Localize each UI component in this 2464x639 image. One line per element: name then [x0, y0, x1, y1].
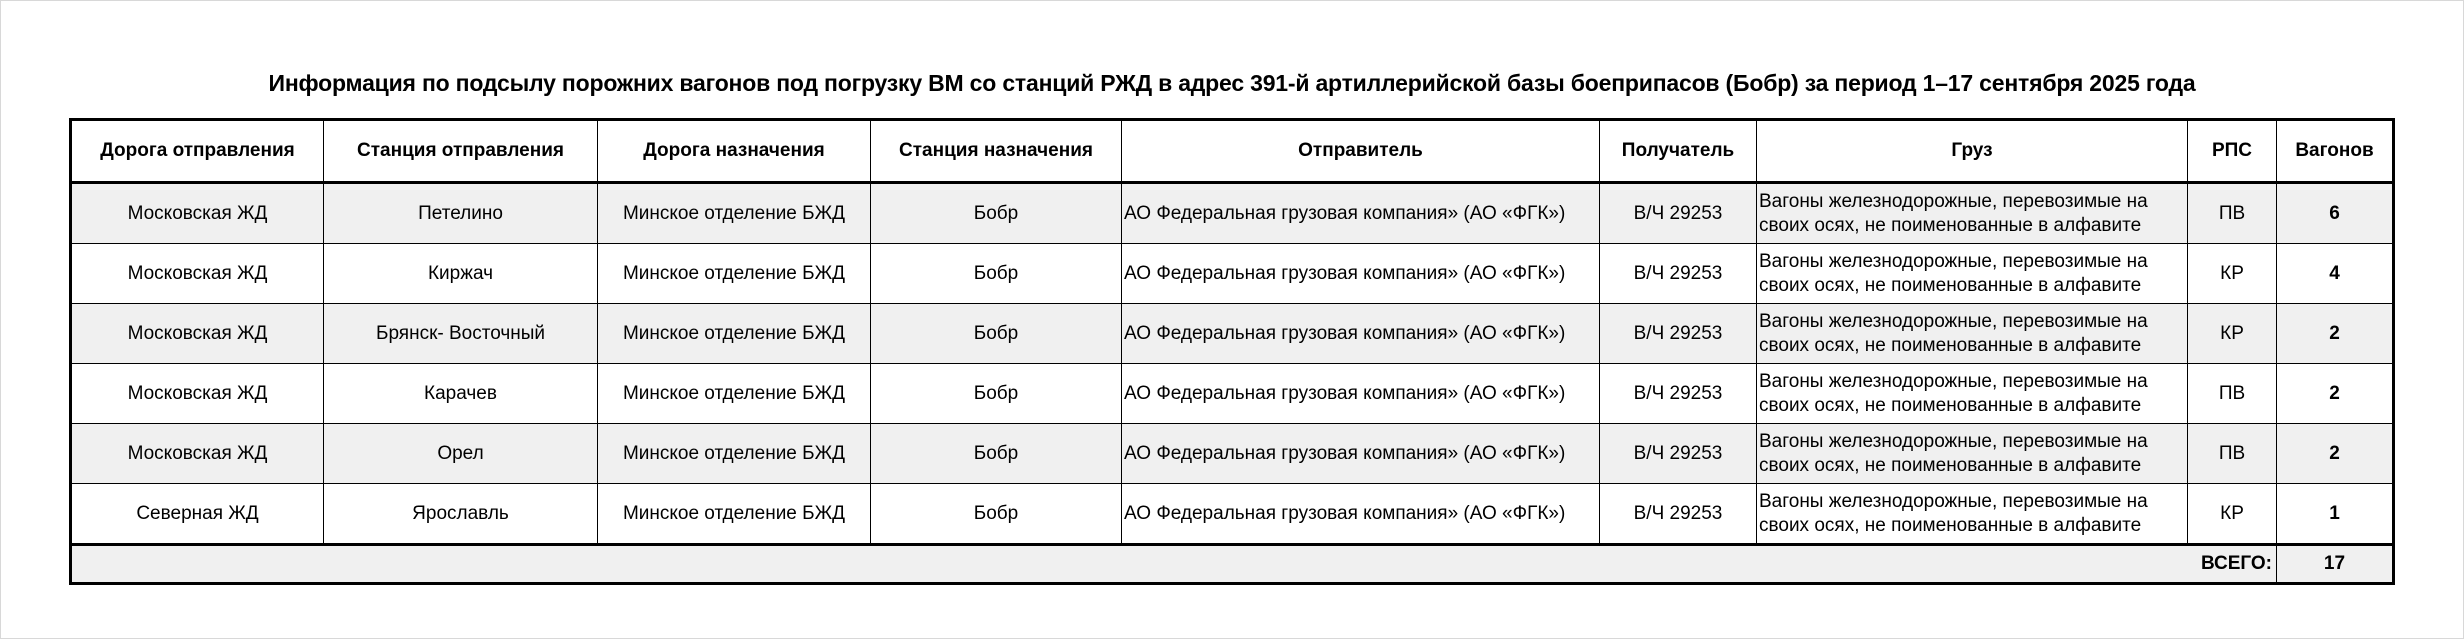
table-row: Московская ЖД Брянск- Восточный Минское от…: [70, 303, 2394, 364]
cell-sender: АО Федеральная грузовая компания» (АО «Ф…: [1121, 182, 1600, 244]
cell-sender: АО Федеральная грузовая компания» (АО «Ф…: [1121, 483, 1600, 545]
cell-wagons: 1: [2276, 483, 2394, 545]
cell-rps: ПВ: [2187, 182, 2277, 244]
cell-cargo: Вагоны железнодорожные, перевозимые на с…: [1756, 243, 2188, 304]
cell-sender: АО Федеральная грузовая компания» (АО «Ф…: [1121, 303, 1600, 364]
cell-recipient: В/Ч 29253: [1599, 243, 1757, 304]
column-header-recipient: Получатель: [1599, 119, 1757, 183]
cell-station-to: Бобр: [870, 483, 1122, 545]
wagons-table: Дорога отправления Станция отправления Дор…: [69, 118, 2395, 585]
cell-station-from: Карачев: [323, 363, 598, 424]
cell-sender: АО Федеральная грузовая компания» (АО «Ф…: [1121, 423, 1600, 484]
cell-station-to: Бобр: [870, 423, 1122, 484]
table-row: Московская ЖД Орел Минское отделение БЖД Бо…: [70, 423, 2394, 484]
cell-rps: КР: [2187, 303, 2277, 364]
cell-station-to: Бобр: [870, 363, 1122, 424]
total-value: 17: [2276, 544, 2394, 584]
cell-rps: ПВ: [2187, 363, 2277, 424]
cell-cargo: Вагоны железнодорожные, перевозимые на с…: [1756, 483, 2188, 545]
cell-recipient: В/Ч 29253: [1599, 363, 1757, 424]
cell-station-to: Бобр: [870, 303, 1122, 364]
column-header-rps: РПС: [2187, 119, 2277, 183]
column-header-station-from: Станция отправления: [323, 119, 598, 183]
cell-cargo: Вагоны железнодорожные, перевозимые на с…: [1756, 182, 2188, 244]
cell-station-from: Киржач: [323, 243, 598, 304]
cell-station-from: Брянск- Восточный: [323, 303, 598, 364]
cell-cargo: Вагоны железнодорожные, перевозимые на с…: [1756, 363, 2188, 424]
cell-rps: КР: [2187, 243, 2277, 304]
cell-road-from: Северная ЖД: [70, 483, 324, 545]
table-row: Московская ЖД Киржач Минское отделение БЖД…: [70, 243, 2394, 304]
cell-sender: АО Федеральная грузовая компания» (АО «Ф…: [1121, 243, 1600, 304]
cell-rps: ПВ: [2187, 423, 2277, 484]
table-row: Северная ЖД Ярославль Минское отделение БЖ…: [70, 483, 2394, 545]
column-header-station-to: Станция назначения: [870, 119, 1122, 183]
cell-cargo: Вагоны железнодорожные, перевозимые на с…: [1756, 303, 2188, 364]
total-row: ВСЕГО: 17: [70, 544, 2394, 584]
cell-wagons: 6: [2276, 182, 2394, 244]
cell-cargo: Вагоны железнодорожные, перевозимые на с…: [1756, 423, 2188, 484]
total-label: ВСЕГО:: [70, 544, 2277, 584]
cell-recipient: В/Ч 29253: [1599, 303, 1757, 364]
cell-wagons: 2: [2276, 303, 2394, 364]
cell-recipient: В/Ч 29253: [1599, 483, 1757, 545]
column-header-road-from: Дорога отправления: [70, 119, 324, 183]
cell-station-from: Петелино: [323, 182, 598, 244]
cell-station-from: Ярославль: [323, 483, 598, 545]
cell-station-to: Бобр: [870, 182, 1122, 244]
table-header: Дорога отправления Станция отправления Дор…: [70, 119, 2394, 183]
table-row: Московская ЖД Карачев Минское отделение БЖ…: [70, 363, 2394, 424]
cell-wagons: 4: [2276, 243, 2394, 304]
table-row: Московская ЖД Петелино Минское отделение Б…: [70, 182, 2394, 244]
cell-rps: КР: [2187, 483, 2277, 545]
page-title: Информация по подсылу порожних вагонов п…: [268, 70, 2196, 96]
cell-road-to: Минское отделение БЖД: [597, 182, 871, 244]
cell-road-to: Минское отделение БЖД: [597, 363, 871, 424]
cell-road-to: Минское отделение БЖД: [597, 423, 871, 484]
column-header-cargo: Груз: [1756, 119, 2188, 183]
cell-road-from: Московская ЖД: [70, 363, 324, 424]
cell-wagons: 2: [2276, 363, 2394, 424]
column-header-road-to: Дорога назначения: [597, 119, 871, 183]
cell-sender: АО Федеральная грузовая компания» (АО «Ф…: [1121, 363, 1600, 424]
cell-wagons: 2: [2276, 423, 2394, 484]
cell-station-to: Бобр: [870, 243, 1122, 304]
cell-road-to: Минское отделение БЖД: [597, 483, 871, 545]
cell-road-from: Московская ЖД: [70, 182, 324, 244]
cell-road-to: Минское отделение БЖД: [597, 303, 871, 364]
cell-road-to: Минское отделение БЖД: [597, 243, 871, 304]
cell-road-from: Московская ЖД: [70, 423, 324, 484]
cell-recipient: В/Ч 29253: [1599, 182, 1757, 244]
cell-road-from: Московская ЖД: [70, 303, 324, 364]
cell-recipient: В/Ч 29253: [1599, 423, 1757, 484]
column-header-wagons: Вагонов: [2276, 119, 2394, 183]
cell-road-from: Московская ЖД: [70, 243, 324, 304]
column-header-sender: Отправитель: [1121, 119, 1600, 183]
cell-station-from: Орел: [323, 423, 598, 484]
